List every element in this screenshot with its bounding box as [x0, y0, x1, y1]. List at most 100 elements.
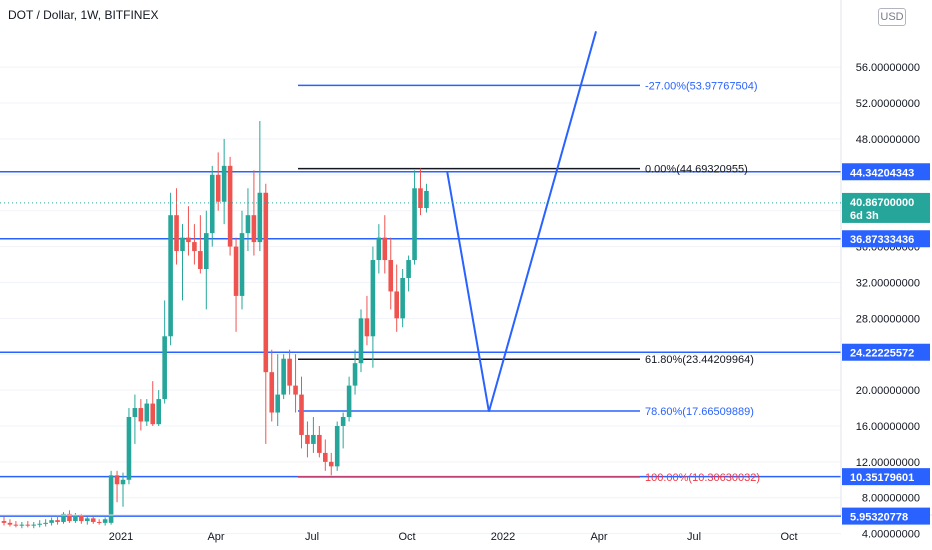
candle	[227, 156, 233, 256]
horizontal-levels[interactable]	[0, 171, 841, 517]
candle	[79, 513, 84, 524]
candle	[67, 510, 72, 523]
candle	[317, 425, 322, 458]
candle-body	[317, 434, 322, 453]
candle-body	[275, 394, 280, 413]
candles	[1, 121, 429, 529]
candle-body	[209, 174, 215, 234]
candle-body	[156, 399, 161, 425]
candle	[204, 210, 209, 310]
candle-body	[328, 461, 334, 467]
y-tick-label: 48.00000000	[856, 134, 920, 146]
candle	[19, 521, 25, 529]
candle-body	[227, 165, 233, 247]
candle	[388, 237, 394, 310]
candle-body	[90, 518, 96, 522]
x-tick-label: Oct	[398, 531, 415, 543]
candle-body	[418, 188, 423, 209]
candle-body	[358, 318, 364, 364]
candle-body	[108, 475, 114, 523]
candle-body	[79, 515, 84, 522]
candle-body	[388, 260, 394, 292]
candle	[346, 376, 352, 422]
x-tick-label: Apr	[207, 531, 224, 543]
candle	[275, 354, 280, 426]
projection-path[interactable]	[446, 31, 597, 412]
candle	[126, 408, 132, 485]
candle	[144, 399, 150, 426]
candle	[334, 421, 340, 471]
candle	[31, 521, 37, 529]
currency-button[interactable]: USD	[878, 8, 906, 26]
price-tags: 44.34204343 36.87333436 24.22225572 10.3517…	[0, 163, 930, 525]
candle	[186, 206, 191, 256]
candle-body	[13, 524, 19, 526]
candle-body	[233, 246, 239, 296]
candle	[215, 152, 221, 211]
candle-body	[370, 260, 376, 337]
level-price-tag-text: 10.35179601	[850, 472, 914, 484]
time-axis[interactable]: 2021 Apr Jul Oct 2022 Apr Jul Oct	[0, 514, 932, 543]
candle-body	[263, 192, 269, 373]
candle	[382, 215, 388, 274]
candle	[412, 170, 417, 265]
candle	[293, 354, 298, 413]
candle	[269, 349, 275, 422]
candle	[150, 381, 156, 426]
candle	[73, 512, 78, 523]
current-price-tag-bg	[842, 192, 930, 223]
x-tick-label: Oct	[780, 531, 797, 543]
candle-body	[144, 403, 150, 422]
projection-polyline[interactable]	[446, 31, 597, 412]
candle	[406, 255, 411, 292]
candle	[61, 512, 66, 524]
candle-body	[257, 192, 263, 243]
candle-body	[85, 518, 90, 522]
grid	[0, 66, 841, 535]
candle-body	[406, 260, 411, 278]
candle-body	[376, 237, 382, 261]
candle-body	[61, 513, 66, 522]
candle	[263, 183, 269, 444]
candle	[90, 516, 96, 524]
candle	[352, 349, 358, 395]
candle-body	[287, 358, 292, 386]
candle	[132, 394, 138, 444]
candle-body	[305, 434, 310, 444]
candle	[198, 215, 203, 274]
candle	[102, 517, 108, 526]
candle-body	[281, 358, 286, 395]
level-price-tag-bg	[842, 343, 930, 361]
candle	[168, 192, 173, 346]
candle-body	[49, 520, 54, 523]
candle-body	[132, 408, 138, 418]
fib-level-label: -27.00%(53.97767504)	[645, 80, 758, 92]
candle-body	[7, 522, 13, 525]
candle-body	[67, 513, 72, 522]
candle	[233, 237, 239, 332]
candle-body	[400, 277, 405, 319]
candle-body	[364, 318, 370, 337]
fib-level-label: 0.00%(44.69320955)	[645, 164, 748, 176]
candle	[49, 517, 54, 526]
candle-body	[340, 417, 346, 426]
candle-body	[37, 523, 42, 525]
candle	[162, 300, 167, 404]
candle-body	[55, 520, 60, 522]
candle	[323, 439, 328, 471]
level-price-tag-text: 36.87333436	[850, 234, 914, 246]
level-price-tag-bg	[842, 507, 930, 525]
candle	[1, 516, 7, 526]
candle-body	[1, 521, 7, 523]
y-tick-label: 28.00000000	[856, 313, 920, 325]
candle-body	[346, 385, 352, 418]
candle	[400, 269, 405, 328]
y-tick-label: 12.00000000	[856, 457, 920, 469]
candle	[96, 519, 102, 525]
candle-body	[299, 394, 304, 435]
candle	[85, 516, 90, 525]
y-tick-label: 8.00000000	[862, 493, 920, 505]
candle-body	[412, 188, 417, 261]
candle-body	[96, 521, 102, 523]
